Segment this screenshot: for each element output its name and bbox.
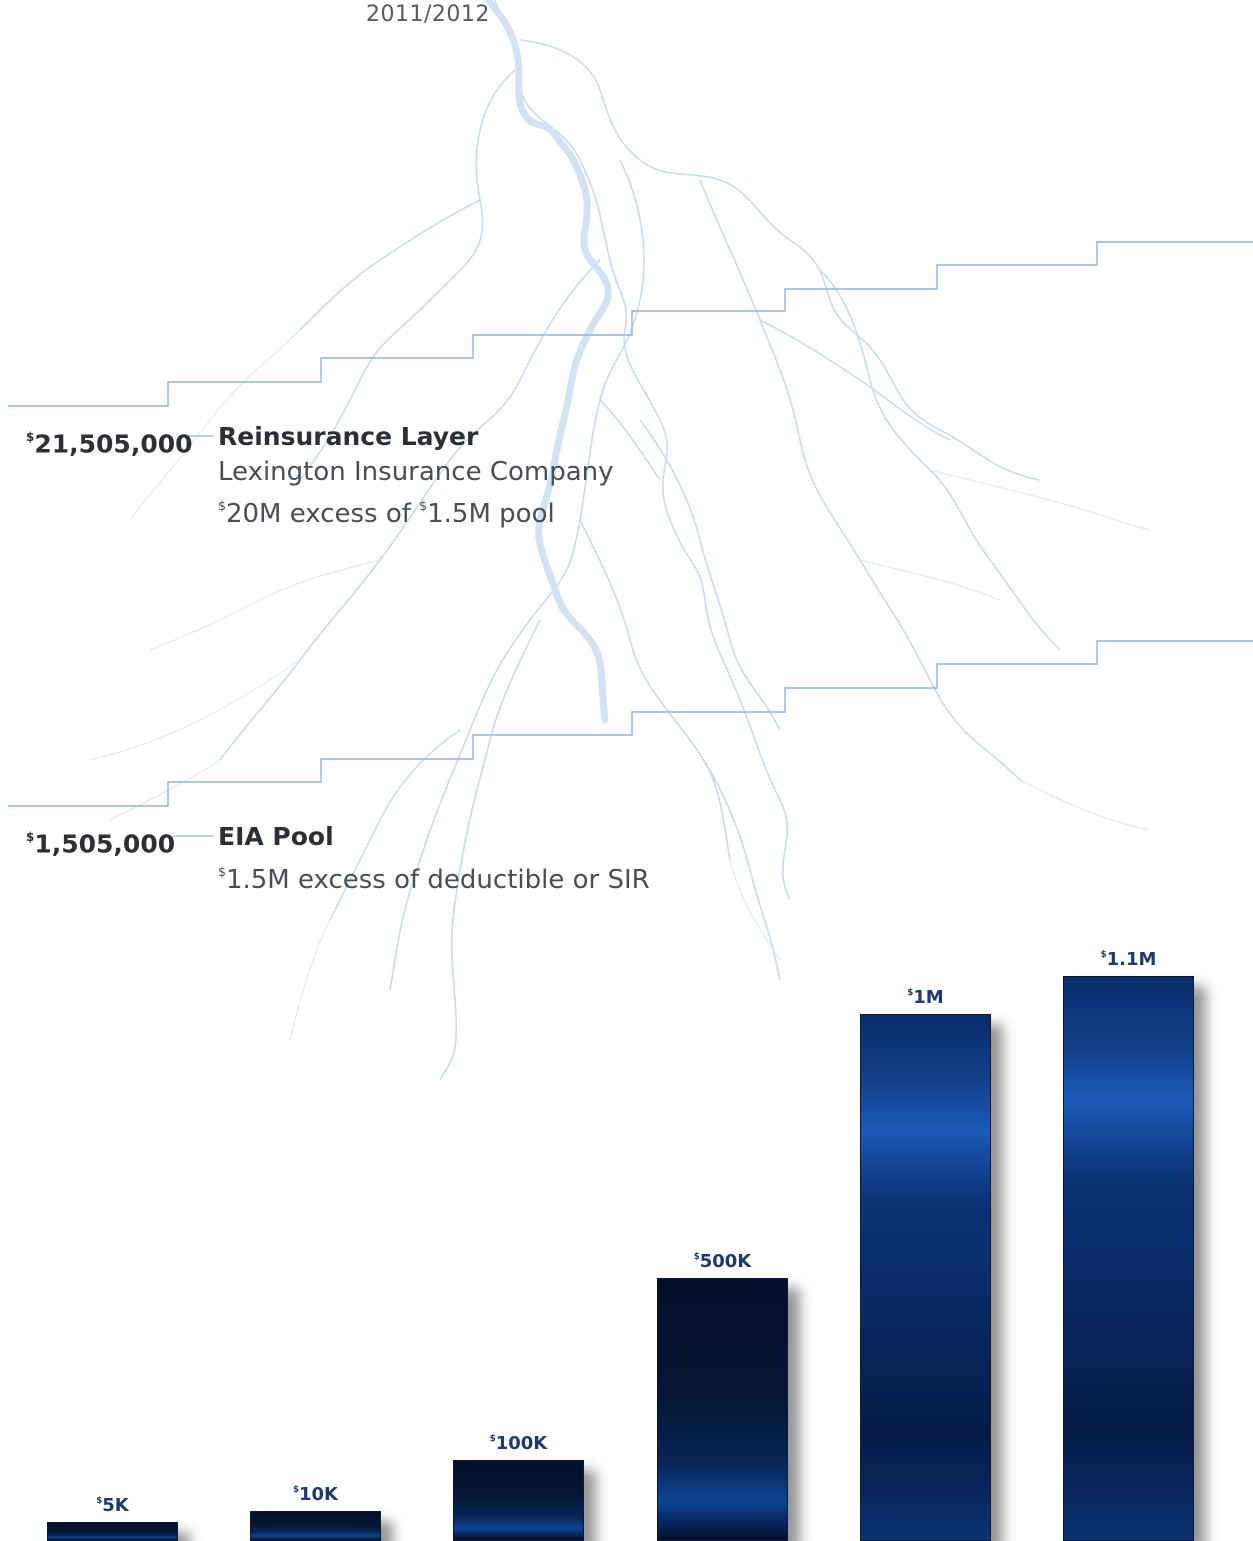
river-faint-veins (89, 329, 1151, 1041)
description-text: 20M excess of (225, 498, 420, 529)
reinsurance-layer-title: Reinsurance Layer (218, 422, 479, 451)
year-label: 2011/2012 (366, 2, 490, 27)
dollar-sign: $ (218, 498, 226, 513)
pool-description: $1.5M excess of deductible or SIR (218, 856, 650, 896)
pool-layer-title: EIA Pool (218, 822, 334, 851)
dollar-sign: $ (218, 864, 226, 879)
dollar-sign: $ (26, 830, 35, 844)
river-veins (219, 0, 1061, 1081)
dollar-sign: $ (419, 498, 428, 513)
dollar-sign: $ (26, 430, 35, 444)
reinsurance-company: Lexington Insurance Company (218, 457, 614, 487)
pool-amount: $1,505,000 (26, 822, 175, 859)
pool-amount-value: 1,505,000 (34, 829, 176, 859)
description-text: 1.5M pool (427, 498, 555, 529)
reinsurance-amount: $21,505,000 (26, 422, 193, 459)
reinsurance-amount-value: 21,505,000 (34, 429, 193, 459)
step-line-pool (8, 640, 1253, 807)
description-text: 1.5M excess of deductible or SIR (225, 864, 650, 895)
step-line-reinsurance (8, 241, 1253, 407)
reinsurance-description: $20M excess of $1.5M pool (218, 490, 555, 530)
river-main (484, 0, 612, 724)
